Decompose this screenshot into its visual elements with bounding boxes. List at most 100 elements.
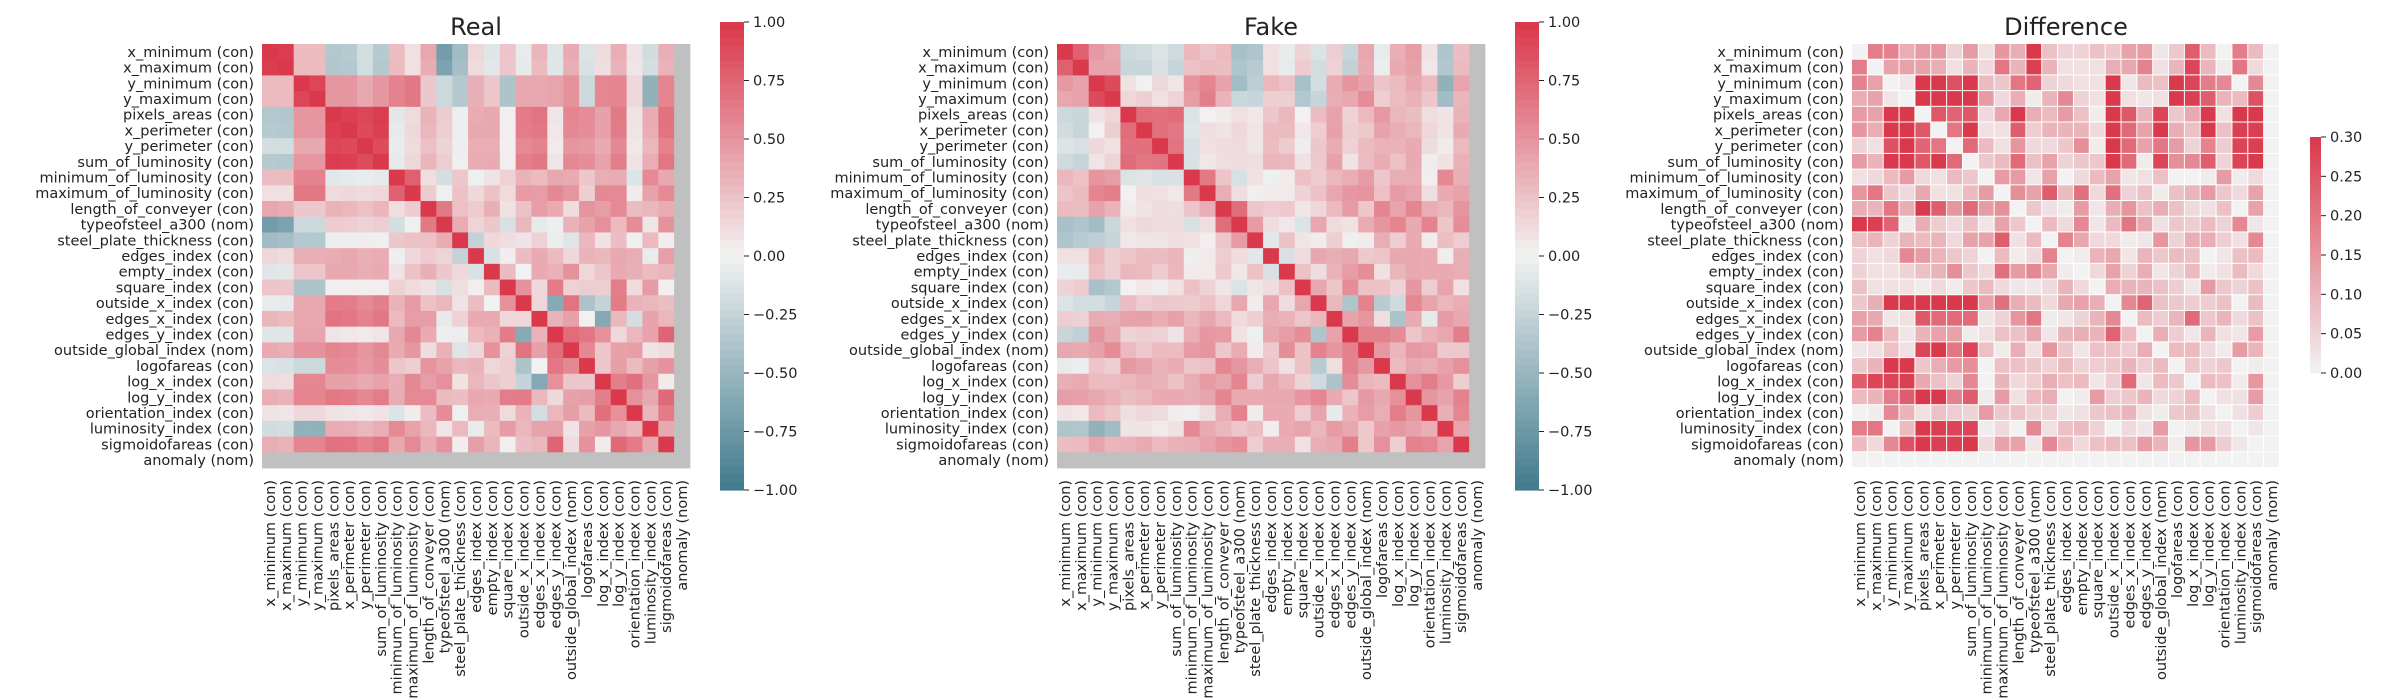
heatmap-cell [2105, 420, 2121, 436]
y-tick-label: log_y_index (con) [1717, 390, 1844, 406]
heatmap-cell [1294, 185, 1312, 202]
heatmap-cell [1278, 310, 1296, 328]
heatmap-cell [1247, 75, 1264, 92]
heatmap-cell [2026, 138, 2042, 153]
heatmap-cell [2073, 216, 2089, 232]
heatmap-cell [2058, 44, 2073, 59]
heatmap-cell [515, 91, 532, 108]
heatmap-cell [1120, 106, 1137, 123]
heatmap-cell [262, 405, 279, 422]
heatmap-cell [1310, 75, 1327, 92]
heatmap-cell [547, 201, 564, 218]
heatmap-cell [2105, 405, 2121, 420]
heatmap-cell [2058, 263, 2073, 279]
colorbar-tick-label: 1.00 [1548, 15, 1580, 31]
heatmap-cell [2248, 389, 2264, 405]
heatmap-cell [1104, 279, 1121, 296]
heatmap-cell [372, 122, 390, 139]
heatmap-cell [579, 373, 596, 390]
heatmap-cell [2264, 59, 2279, 75]
colorbar-segment [720, 115, 744, 124]
heatmap-cell [1867, 310, 1883, 326]
heatmap-cell [579, 389, 596, 406]
colorbar-segment [2310, 176, 2321, 181]
heatmap-cell [1215, 91, 1232, 108]
heatmap-cell [2232, 216, 2248, 232]
heatmap-cell [2073, 185, 2089, 201]
heatmap-cell [341, 310, 358, 328]
heatmap-cell [610, 185, 627, 202]
heatmap-cell [1278, 373, 1296, 390]
heatmap-cell [2058, 295, 2073, 310]
heatmap-cell [1915, 279, 1931, 295]
heatmap-cell [2200, 326, 2216, 342]
colorbar-segment [2310, 172, 2321, 177]
heatmap-cell [1247, 59, 1264, 76]
heatmap-cell [357, 295, 374, 312]
heatmap-cell [1263, 358, 1280, 375]
heatmap-cell [468, 216, 485, 233]
heatmap-cell [1469, 106, 1486, 123]
heatmap-cell [1167, 138, 1185, 155]
heatmap-cell [1978, 59, 1994, 75]
heatmap-cell [2169, 91, 2184, 106]
heatmap-cell [579, 405, 596, 422]
colorbar-segment [1515, 224, 1539, 234]
heatmap-cell [1247, 106, 1264, 123]
heatmap-cell [547, 153, 564, 171]
heatmap-cell [309, 279, 326, 296]
heatmap-cell [372, 263, 390, 280]
heatmap-cell [2121, 310, 2137, 326]
heatmap-cell [2026, 373, 2042, 389]
heatmap-cell [1852, 373, 1867, 389]
heatmap-cell [2042, 310, 2058, 326]
colorbar-segment [720, 396, 744, 405]
colorbar-segment [720, 193, 744, 202]
heatmap-cell [1915, 326, 1931, 342]
heatmap-cell [1374, 138, 1391, 155]
heatmap-cell [483, 169, 501, 186]
heatmap-cell [1994, 248, 2010, 263]
heatmap-cell [2153, 232, 2169, 248]
heatmap-cell [1263, 44, 1280, 61]
heatmap-cell [341, 44, 358, 61]
heatmap-cell [1072, 373, 1090, 390]
y-tick-label: steel_plate_thickness (con) [1647, 233, 1844, 249]
heatmap-cell [547, 405, 564, 422]
heatmap-cell [372, 279, 390, 296]
heatmap-cell [1883, 185, 1899, 201]
heatmap-cell [436, 263, 453, 280]
heatmap-cell [1278, 248, 1296, 265]
heatmap-cell [357, 138, 374, 155]
x-tick-label: logofareas (con) [1375, 480, 1391, 598]
heatmap-cell [1883, 248, 1899, 263]
heatmap-cell [468, 373, 485, 390]
heatmap-cell [483, 326, 501, 343]
heatmap-cell [642, 342, 659, 359]
heatmap-cell [674, 405, 691, 422]
heatmap-cell [2232, 232, 2248, 248]
heatmap-cell [2089, 59, 2105, 75]
colorbar-segment [1515, 451, 1539, 460]
colorbar-segment [2310, 361, 2321, 366]
heatmap-cell [1104, 232, 1121, 249]
heatmap-cell [1374, 342, 1391, 359]
heatmap-cell [1263, 279, 1280, 296]
heatmap-cell [277, 169, 295, 186]
heatmap-cell [1263, 248, 1280, 265]
colorbar-segment [720, 22, 744, 31]
colorbar-segment [2310, 369, 2321, 374]
heatmap-cell [2216, 232, 2232, 248]
heatmap-cell [1152, 310, 1169, 328]
heatmap-cell [1421, 75, 1438, 92]
heatmap-cell [1978, 75, 1994, 91]
heatmap-cell [1104, 44, 1121, 61]
heatmap-cell [642, 185, 659, 202]
heatmap-cell [325, 389, 342, 406]
heatmap-cell [420, 91, 437, 108]
heatmap-cell [1120, 232, 1137, 249]
heatmap-cell [1072, 420, 1090, 437]
heatmap-cell [1962, 342, 1978, 358]
heatmap-cell [1152, 389, 1169, 406]
heatmap-cell [1057, 263, 1074, 280]
